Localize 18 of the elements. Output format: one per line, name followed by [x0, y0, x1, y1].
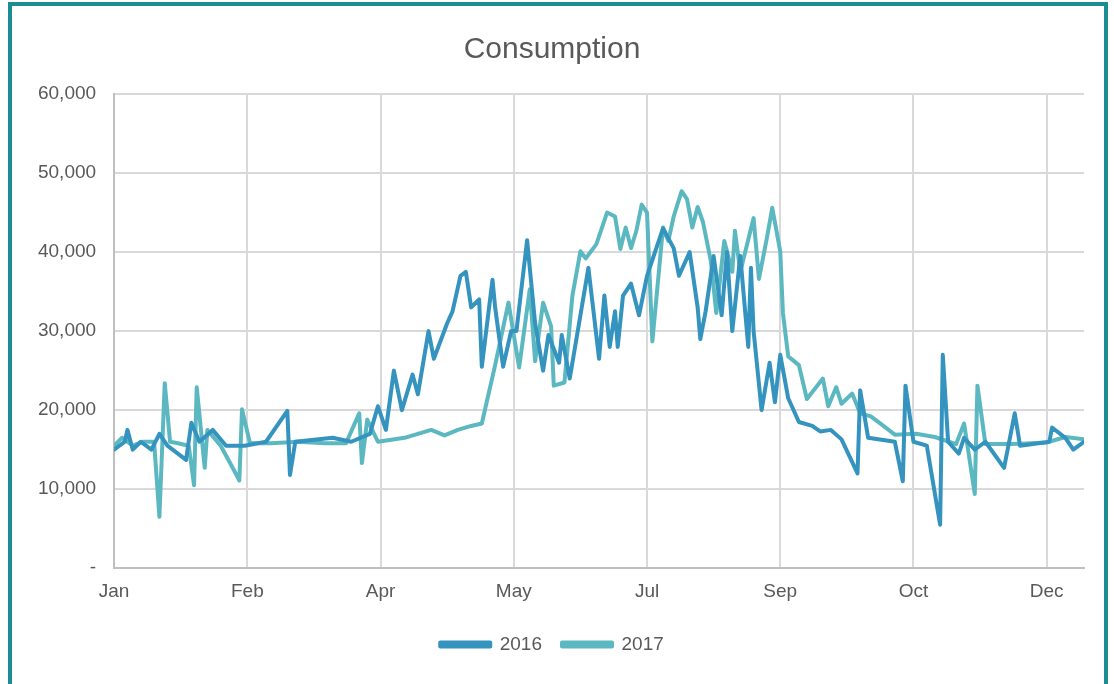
y-tick-label: 60,000 — [37, 82, 97, 104]
y-tick-label: 20,000 — [37, 398, 97, 420]
legend-label: 2016 — [499, 632, 543, 654]
legend-label: 2017 — [621, 632, 664, 654]
y-tick-label: 30,000 — [37, 319, 97, 341]
x-tick-label: Apr — [365, 579, 397, 601]
x-tick-label: Jul — [634, 579, 660, 601]
x-tick-label: Dec — [1029, 579, 1064, 601]
chart-title: Consumption — [463, 31, 641, 65]
y-tick-label: 10,000 — [37, 477, 97, 499]
y-tick-label: 50,000 — [37, 161, 97, 183]
x-tick-label: May — [495, 579, 533, 601]
x-tick-label: Sep — [763, 579, 798, 601]
y-tick-label: - — [89, 556, 97, 578]
x-tick-label: Jan — [98, 579, 130, 601]
x-tick-label: Oct — [898, 579, 929, 601]
x-tick-label: Feb — [230, 579, 264, 601]
y-tick-label: 40,000 — [37, 240, 97, 262]
